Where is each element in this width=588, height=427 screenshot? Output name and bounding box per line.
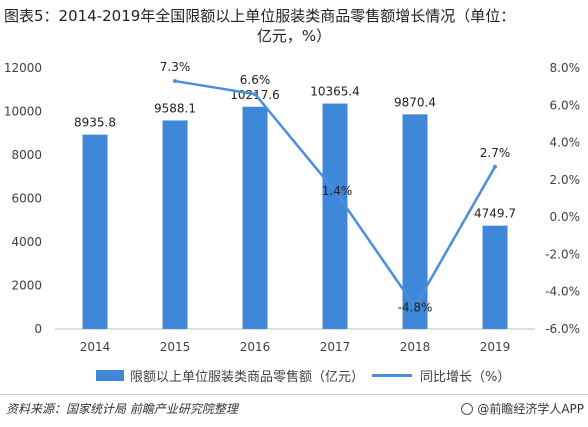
- y-right-tick-label: 2.0%: [550, 173, 581, 187]
- bar: [242, 106, 268, 329]
- line-data-label: 2.7%: [480, 146, 511, 160]
- y-right-tick-label: 4.0%: [550, 136, 581, 150]
- x-tick-label: 2016: [240, 340, 271, 354]
- y-right-tick-label: 6.0%: [550, 98, 581, 112]
- growth-point: [173, 79, 177, 84]
- bar: [162, 120, 188, 329]
- legend-line-label: 同比增长（%）: [420, 370, 511, 385]
- brand-label: @前瞻经济学人APP: [477, 402, 584, 416]
- bar: [482, 225, 508, 329]
- y-left-tick-label: 0: [34, 322, 42, 336]
- line-data-label: -4.8%: [398, 301, 433, 315]
- x-tick-label: 2014: [80, 340, 111, 354]
- y-left-tick-label: 2000: [11, 279, 42, 293]
- y-right-tick-label: 8.0%: [550, 61, 581, 75]
- brand-icon: [461, 402, 474, 415]
- bar: [82, 134, 108, 329]
- y-right-tick-label: -6.0%: [545, 322, 580, 336]
- growth-point: [413, 304, 417, 309]
- chart-title-line1: 图表5：2014-2019年全国限额以上单位服装类商品零售额增长情况（单位：: [4, 7, 516, 25]
- y-right-tick-label: -2.0%: [545, 247, 580, 261]
- legend-item-line: 同比增长（%）: [372, 366, 510, 385]
- footer-divider: [0, 394, 588, 395]
- growth-point: [253, 92, 257, 97]
- bar: [402, 114, 428, 329]
- x-tick-label: 2018: [400, 340, 431, 354]
- y-left-tick-label: 12000: [4, 61, 42, 75]
- legend-bar-swatch: [96, 370, 124, 381]
- line-data-label: 1.4%: [322, 184, 353, 198]
- growth-point: [333, 189, 337, 194]
- y-left-tick-label: 10000: [4, 105, 42, 119]
- source-note: 资料来源：国家统计局 前瞻产业研究院整理: [6, 402, 238, 416]
- x-tick-label: 2015: [160, 340, 191, 354]
- y-left-tick-label: 4000: [11, 235, 42, 249]
- line-data-label: 7.3%: [160, 60, 191, 74]
- chart-title: 图表5：2014-2019年全国限额以上单位服装类商品零售额增长情况（单位： 亿…: [4, 6, 584, 46]
- x-tick-label: 2019: [480, 340, 511, 354]
- bar-data-label: 8935.8: [74, 116, 116, 130]
- legend-item-bar: 限额以上单位服装类商品零售额（亿元）: [96, 366, 364, 385]
- x-tick-label: 2017: [320, 340, 351, 354]
- y-left-tick-label: 6000: [11, 192, 42, 206]
- brand-credit: @前瞻经济学人APP: [461, 400, 584, 417]
- y-right-tick-label: -4.0%: [545, 285, 580, 299]
- bar-data-label: 9588.1: [154, 101, 196, 115]
- bar: [322, 103, 348, 329]
- chart-title-line2: 亿元，%）: [256, 27, 332, 45]
- bar-data-label: 4749.7: [474, 207, 516, 221]
- bar-data-label: 10365.4: [310, 85, 360, 99]
- bar-data-label: 9870.4: [394, 95, 436, 109]
- legend-bar-label: 限额以上单位服装类商品零售额（亿元）: [130, 370, 365, 385]
- legend-line-swatch: [372, 374, 412, 377]
- growth-point: [493, 164, 497, 169]
- y-right-tick-label: 0.0%: [550, 210, 581, 224]
- y-left-tick-label: 8000: [11, 148, 42, 162]
- line-data-label: 6.6%: [240, 73, 271, 87]
